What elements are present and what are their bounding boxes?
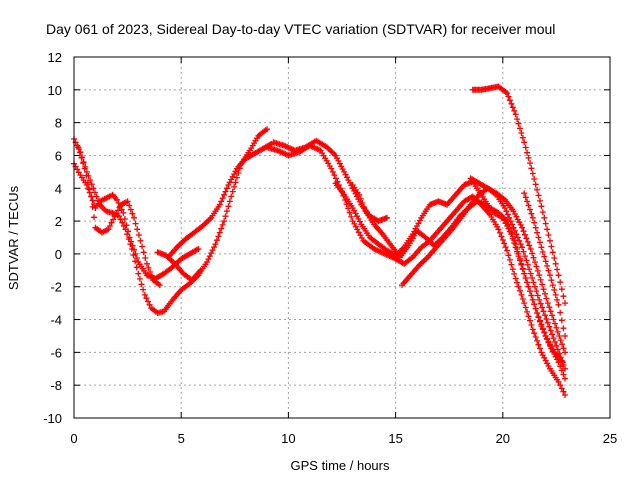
data-point-markers [467, 175, 568, 356]
y-tick-label: 2 [55, 214, 62, 229]
y-tick-label: -6 [50, 345, 62, 360]
x-tick-label: 5 [178, 431, 185, 446]
y-tick-label: 12 [48, 50, 62, 65]
series-track-11 [467, 175, 568, 356]
series-track-7 [270, 137, 390, 225]
series-track-12 [469, 83, 568, 307]
y-tick-label: 0 [55, 247, 62, 262]
x-axis-label: GPS time / hours [291, 458, 390, 473]
data-point-markers [521, 190, 568, 339]
y-tick-label: 4 [55, 181, 62, 196]
data-points [71, 83, 568, 398]
plot-frame [73, 56, 611, 419]
x-tick-label: 20 [496, 431, 510, 446]
y-tick-label: -4 [50, 313, 62, 328]
data-point-markers [469, 83, 568, 307]
y-axis-label: SDTVAR / TECUs [6, 185, 21, 290]
x-tick-label: 0 [70, 431, 77, 446]
y-tick-label: -10 [43, 411, 62, 426]
series-track-3 [75, 144, 163, 289]
series-track-13 [521, 190, 568, 339]
y-tick-label: 6 [55, 148, 62, 163]
y-tick-label: -2 [50, 280, 62, 295]
data-point-markers [270, 137, 390, 225]
data-point-markers [154, 249, 204, 284]
x-tick-label: 10 [281, 431, 295, 446]
x-tick-label: 25 [603, 431, 617, 446]
grid-lines [74, 57, 610, 418]
data-point-markers [75, 144, 163, 289]
y-tick-label: 8 [55, 116, 62, 131]
axis-ticks: 0 5 10 15 20 25 -10 -8 -6 -4 -2 0 2 4 6 8 10 12 [43, 50, 617, 446]
x-tick-label: 15 [388, 431, 402, 446]
y-tick-label: 10 [48, 83, 62, 98]
chart-title: Day 061 of 2023, Sidereal Day-to-day VTE… [46, 21, 555, 37]
series-track-5 [154, 249, 204, 284]
y-tick-label: -8 [50, 378, 62, 393]
